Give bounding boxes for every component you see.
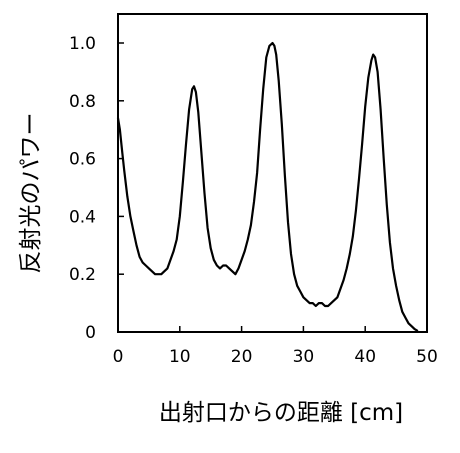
x-tick-label: 40 xyxy=(354,347,376,367)
y-tick-label: 1.0 xyxy=(69,34,96,54)
plot-area-frame xyxy=(117,13,428,333)
x-tick-label: 0 xyxy=(113,347,124,367)
y-tick-label: 0.6 xyxy=(69,150,96,170)
y-tick-label: 0.4 xyxy=(69,207,96,227)
x-tick-label: 30 xyxy=(293,347,315,367)
x-tick-label: 10 xyxy=(169,347,191,367)
y-tick-label: 0.8 xyxy=(69,92,96,112)
x-axis-title: 出射口からの距離 [cm] xyxy=(159,400,403,426)
y-axis-ticks: 0 0.2 0.4 0.6 0.8 1.0 xyxy=(69,34,124,343)
x-tick-label: 20 xyxy=(231,347,253,367)
series-line xyxy=(116,41,419,332)
y-axis-title: 反射光のパワー xyxy=(18,113,44,274)
y-tick-label: 0 xyxy=(85,323,96,343)
x-axis-ticks: 0 10 20 30 40 50 xyxy=(113,326,438,367)
x-tick-label: 50 xyxy=(416,347,438,367)
y-tick-label: 0.2 xyxy=(69,265,96,285)
